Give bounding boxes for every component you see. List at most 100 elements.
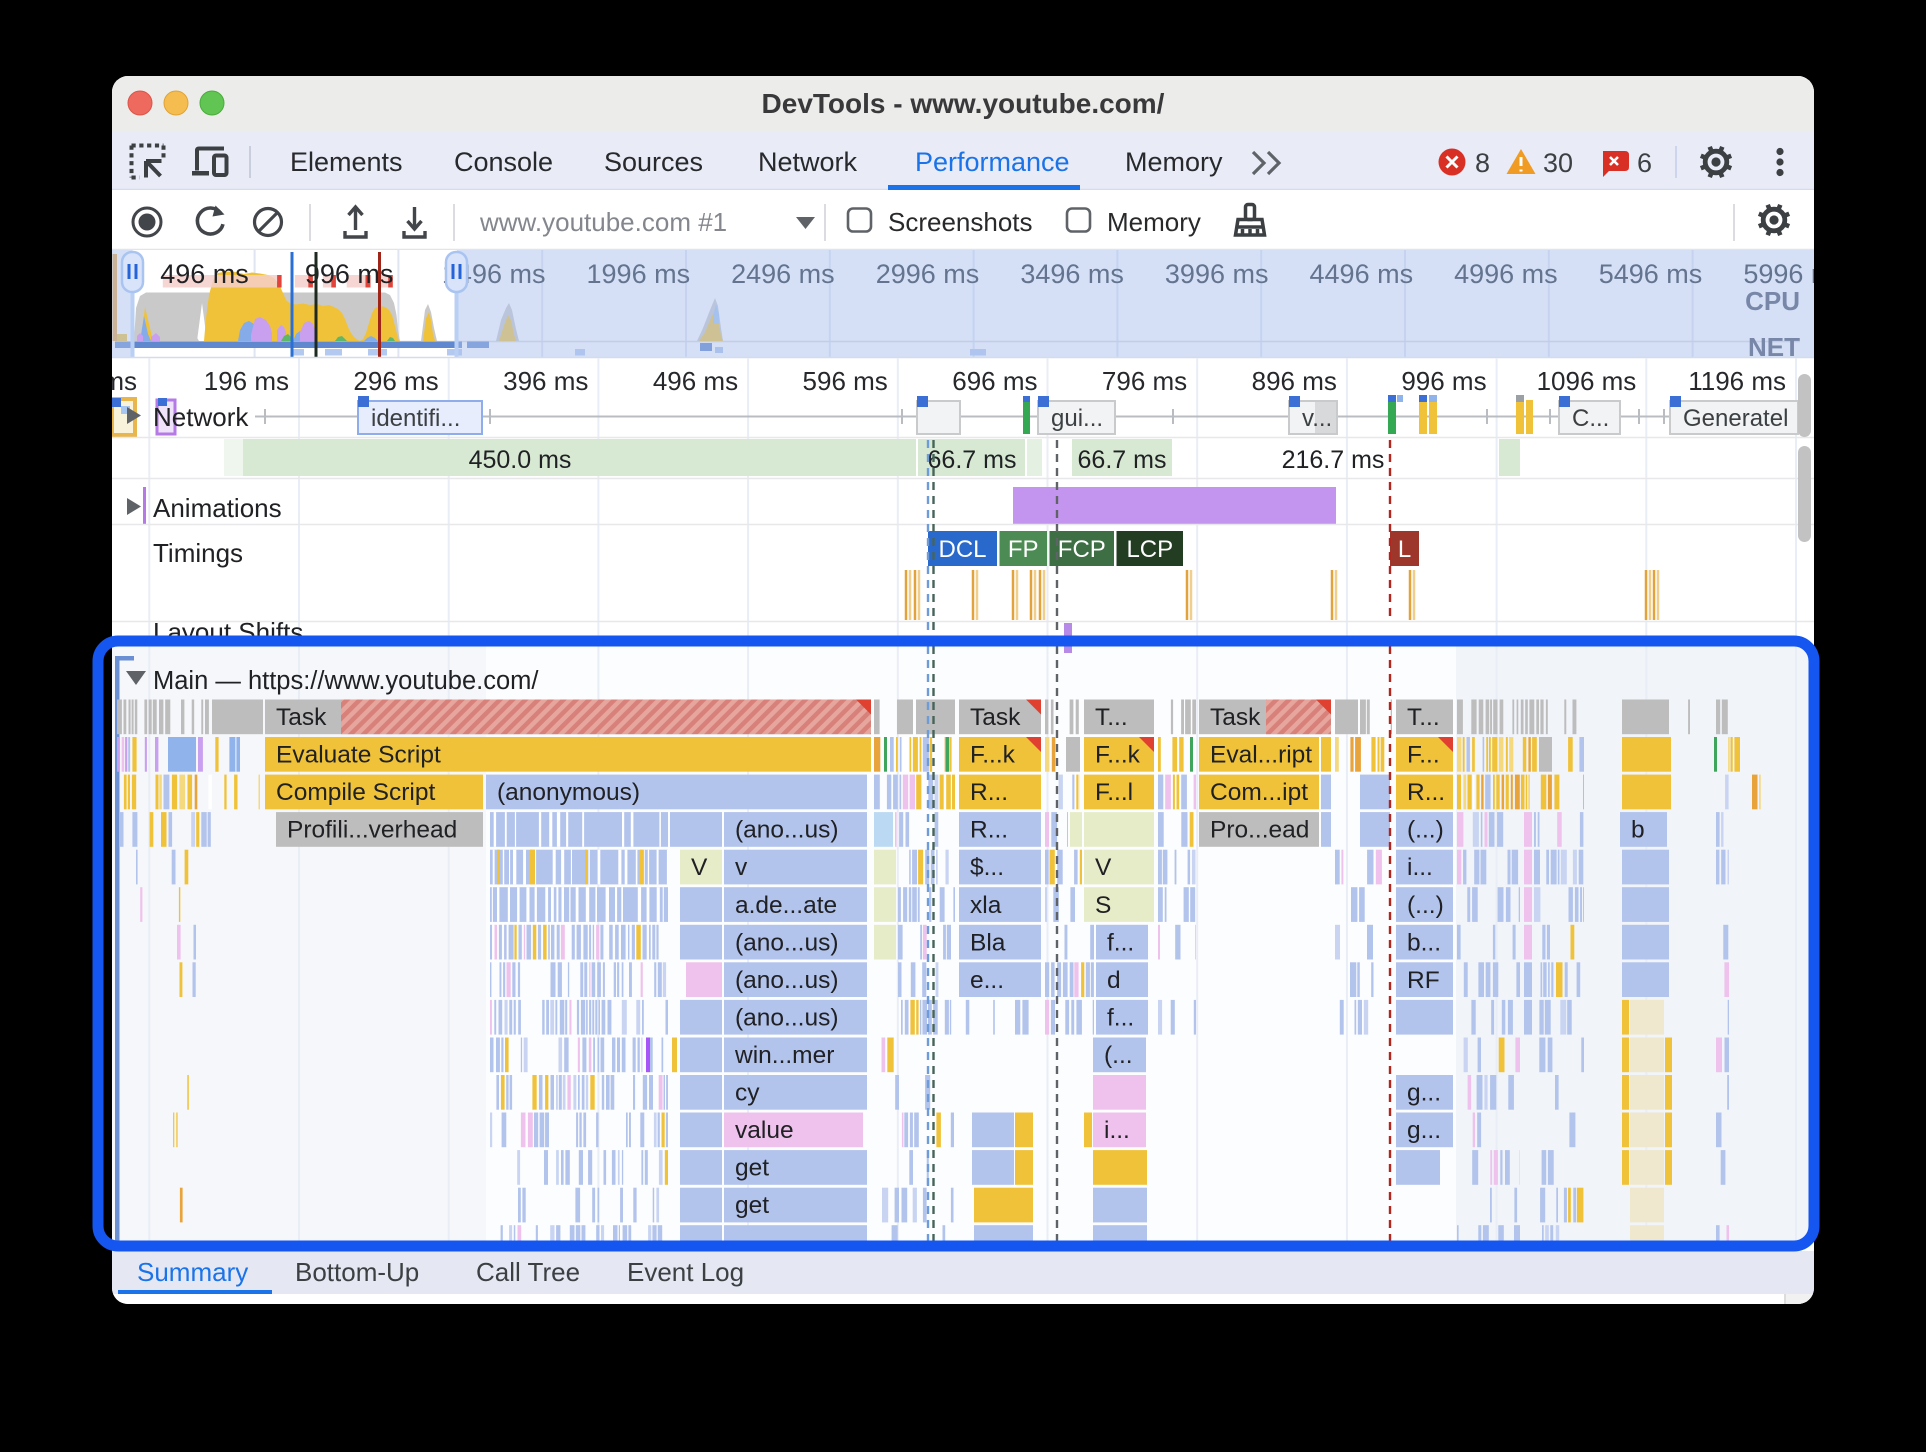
svg-text:L: L xyxy=(1398,536,1411,563)
svg-text:Screenshots: Screenshots xyxy=(888,207,1033,237)
svg-text:(...): (...) xyxy=(1407,892,1444,919)
svg-text:Network: Network xyxy=(758,147,858,177)
svg-text:T...: T... xyxy=(1407,704,1440,731)
svg-text:f...: f... xyxy=(1107,1004,1134,1031)
svg-text:Call Tree: Call Tree xyxy=(476,1257,580,1287)
svg-text:i...: i... xyxy=(1104,1117,1130,1144)
svg-text:Eval...ript: Eval...ript xyxy=(1210,742,1312,769)
svg-text:R...: R... xyxy=(970,817,1008,844)
svg-text:T...: T... xyxy=(1095,704,1128,731)
svg-text:Console: Console xyxy=(454,147,553,177)
svg-text:Task: Task xyxy=(1210,704,1261,731)
svg-text:2496 ms: 2496 ms xyxy=(731,259,835,289)
svg-text:196 ms: 196 ms xyxy=(204,366,289,396)
svg-text:1096 ms: 1096 ms xyxy=(1537,366,1637,396)
svg-text:S: S xyxy=(1095,892,1111,919)
svg-text:RF: RF xyxy=(1407,967,1440,994)
svg-text:cy: cy xyxy=(735,1080,760,1107)
svg-text:3496 ms: 3496 ms xyxy=(1020,259,1124,289)
svg-text:identifi...: identifi... xyxy=(371,405,460,432)
svg-text:(ano...us): (ano...us) xyxy=(735,817,839,844)
svg-text:66.7 ms: 66.7 ms xyxy=(1078,446,1167,474)
svg-text:v: v xyxy=(735,854,748,881)
svg-text:f...: f... xyxy=(1107,929,1134,956)
svg-text:Com...ipt: Com...ipt xyxy=(1210,779,1308,806)
svg-text:b: b xyxy=(1631,817,1645,844)
svg-text:v...: v... xyxy=(1302,405,1332,432)
svg-text:CPU: CPU xyxy=(1745,286,1800,316)
svg-text:Memory: Memory xyxy=(1107,207,1201,237)
svg-text:Generatel: Generatel xyxy=(1683,405,1788,432)
svg-text:F...k: F...k xyxy=(970,742,1016,769)
svg-text:3996 ms: 3996 ms xyxy=(1165,259,1269,289)
svg-text:796 ms: 796 ms xyxy=(1102,366,1187,396)
svg-text:get: get xyxy=(735,1155,769,1182)
svg-text:(ano...us): (ano...us) xyxy=(735,1004,839,1031)
svg-text:(ano...us): (ano...us) xyxy=(735,967,839,994)
svg-text:Profili...verhead: Profili...verhead xyxy=(287,817,457,844)
svg-text:C...: C... xyxy=(1572,405,1609,432)
svg-text:2996 ms: 2996 ms xyxy=(876,259,980,289)
svg-text:Compile Script: Compile Script xyxy=(276,779,435,806)
svg-text:F...k: F...k xyxy=(1095,742,1141,769)
svg-text:V: V xyxy=(691,854,708,881)
svg-text:Summary: Summary xyxy=(137,1257,248,1287)
svg-text:496 ms: 496 ms xyxy=(160,259,249,289)
svg-text:296 ms: 296 ms xyxy=(353,366,438,396)
svg-text:(...: (... xyxy=(1104,1042,1133,1069)
svg-text:R...: R... xyxy=(970,779,1008,806)
svg-text:1996 ms: 1996 ms xyxy=(587,259,691,289)
svg-text:996 ms: 996 ms xyxy=(1401,366,1486,396)
svg-text:V: V xyxy=(1095,854,1112,881)
svg-text:Animations: Animations xyxy=(153,493,282,523)
svg-text:FP: FP xyxy=(1008,536,1039,563)
svg-text:g...: g... xyxy=(1407,1080,1441,1107)
svg-text:Sources: Sources xyxy=(604,147,703,177)
svg-text:596 ms: 596 ms xyxy=(803,366,888,396)
svg-text:4996 ms: 4996 ms xyxy=(1454,259,1558,289)
svg-text:F...l: F...l xyxy=(1095,779,1133,806)
svg-text:(...): (...) xyxy=(1407,817,1444,844)
svg-text:a.de...ate: a.de...ate xyxy=(735,892,837,919)
svg-text:Performance: Performance xyxy=(915,147,1070,177)
svg-text:Task: Task xyxy=(970,704,1021,731)
svg-text:66.7 ms: 66.7 ms xyxy=(928,446,1017,474)
svg-text:6: 6 xyxy=(1637,148,1652,178)
svg-text:4496 ms: 4496 ms xyxy=(1310,259,1414,289)
svg-text:216.7 ms: 216.7 ms xyxy=(1282,446,1385,474)
svg-text:b...: b... xyxy=(1407,929,1441,956)
svg-text:Elements: Elements xyxy=(290,147,403,177)
svg-text:gui...: gui... xyxy=(1051,405,1103,432)
svg-text:496 ms: 496 ms xyxy=(653,366,738,396)
svg-text:(ano...us): (ano...us) xyxy=(735,929,839,956)
svg-text:Timings: Timings xyxy=(153,538,243,568)
svg-text:696 ms: 696 ms xyxy=(952,366,1037,396)
svg-text:Main — https://www.youtube.com: Main — https://www.youtube.com/ xyxy=(153,667,539,695)
svg-text:Pro...ead: Pro...ead xyxy=(1210,817,1309,844)
svg-text:5496 ms: 5496 ms xyxy=(1599,259,1703,289)
svg-text:450.0 ms: 450.0 ms xyxy=(469,446,572,474)
svg-text:xla: xla xyxy=(970,892,1002,919)
svg-text:www.youtube.com #1: www.youtube.com #1 xyxy=(479,207,727,237)
svg-text:d: d xyxy=(1107,967,1121,994)
svg-text:R...: R... xyxy=(1407,779,1445,806)
svg-text:896 ms: 896 ms xyxy=(1252,366,1337,396)
svg-text:value: value xyxy=(735,1117,794,1144)
svg-text:i...: i... xyxy=(1407,854,1433,881)
svg-text:5996 ms: 5996 ms xyxy=(1743,259,1847,289)
svg-text:Bottom-Up: Bottom-Up xyxy=(295,1257,419,1287)
svg-text:Bla: Bla xyxy=(970,929,1006,956)
svg-text:win...mer: win...mer xyxy=(734,1042,834,1069)
svg-text:DCL: DCL xyxy=(938,536,986,563)
svg-text:Task: Task xyxy=(276,704,327,731)
svg-text:get: get xyxy=(735,1192,769,1219)
svg-text:e...: e... xyxy=(970,967,1004,994)
svg-text:Network: Network xyxy=(153,402,249,432)
svg-text:$...: $... xyxy=(970,854,1004,881)
svg-text:Evaluate Script: Evaluate Script xyxy=(276,742,441,769)
svg-text:30: 30 xyxy=(1543,148,1573,178)
svg-text:1196 ms: 1196 ms xyxy=(1688,366,1786,396)
svg-text:F...: F... xyxy=(1407,742,1440,769)
svg-text:396 ms: 396 ms xyxy=(503,366,588,396)
svg-text:(anonymous): (anonymous) xyxy=(497,779,640,806)
